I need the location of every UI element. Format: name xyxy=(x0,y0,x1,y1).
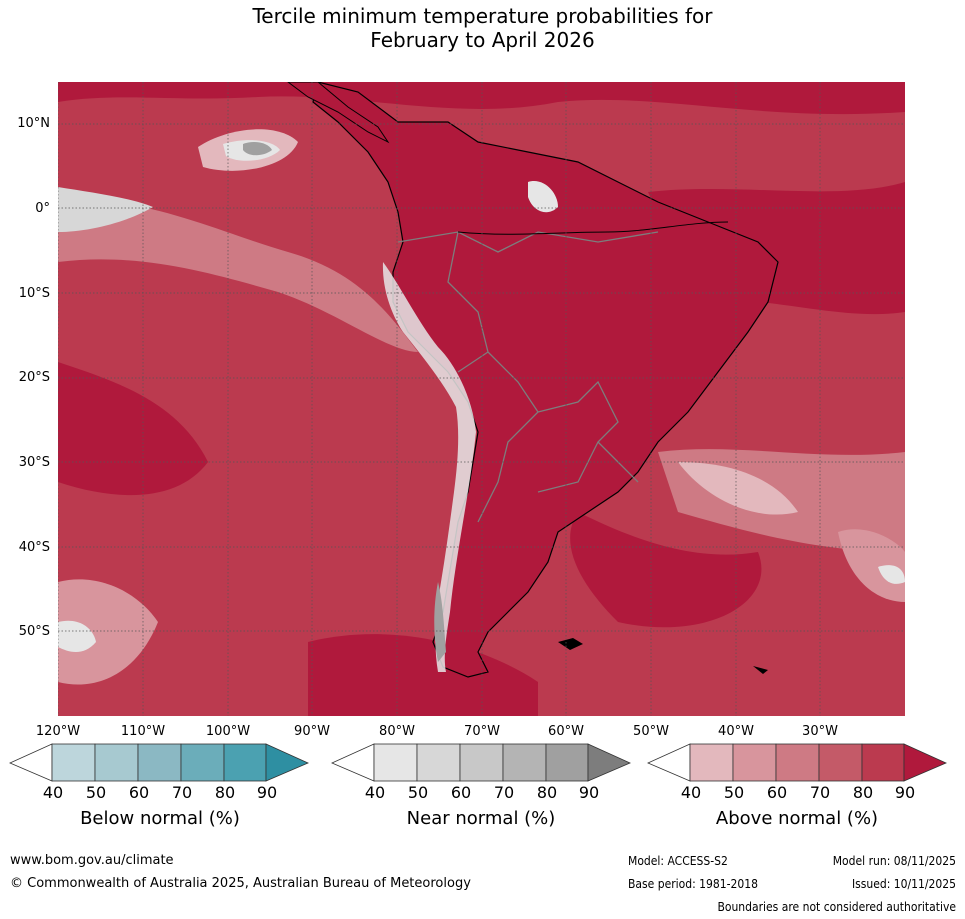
near-tick-60: 60 xyxy=(450,783,472,802)
map-title: Tercile minimum temperature probabilitie… xyxy=(0,4,965,52)
lon-label-110w: 110°W xyxy=(120,724,166,739)
near-segment-3 xyxy=(459,743,504,782)
lon-label-100w: 100°W xyxy=(205,724,251,739)
above-segment-6 xyxy=(903,743,947,782)
above-tick-40: 40 xyxy=(680,783,702,802)
near-segment-0 xyxy=(331,743,375,782)
model-run-date: Model run: 08/11/2025 xyxy=(832,854,956,868)
near-tick-70: 70 xyxy=(493,783,515,802)
high-prob-patch-southatlantic xyxy=(570,512,762,628)
near-tick-50: 50 xyxy=(407,783,429,802)
above-tick-80: 80 xyxy=(852,783,874,802)
above-segment-0 xyxy=(647,743,691,782)
below-tick-90: 90 xyxy=(256,783,278,802)
near-normal-core-north-pacific xyxy=(243,142,272,156)
moderate-prob-patch-se xyxy=(838,529,905,602)
high-prob-band-north xyxy=(58,82,905,115)
above-segment-5 xyxy=(861,743,905,782)
copyright-text: © Commonwealth of Australia 2025, Austra… xyxy=(10,876,471,891)
graticule xyxy=(58,82,905,716)
above-segment-4 xyxy=(818,743,863,782)
probability-map xyxy=(58,82,905,716)
map-svg xyxy=(58,82,905,716)
below-tick-50: 50 xyxy=(85,783,107,802)
model-name: Model: ACCESS-S2 xyxy=(628,854,728,868)
near-segment-1 xyxy=(373,743,418,782)
amazon-river xyxy=(457,221,729,235)
above-normal-title: Above normal (%) xyxy=(715,808,879,829)
lon-label-80w: 80°W xyxy=(379,724,415,739)
lat-label-0: 0° xyxy=(35,201,50,216)
lon-label-70w: 70°W xyxy=(464,724,500,739)
below-tick-40: 40 xyxy=(42,783,64,802)
above-tick-60: 60 xyxy=(766,783,788,802)
below-tick-80: 80 xyxy=(214,783,236,802)
boundaries-disclaimer: Boundaries are not considered authoritat… xyxy=(717,900,956,914)
below-segment-6 xyxy=(265,743,309,782)
falkland-islands xyxy=(558,638,583,650)
lon-label-40w: 40°W xyxy=(718,724,754,739)
below-segment-3 xyxy=(137,743,182,782)
near-normal-patch-eq-pacific xyxy=(58,187,153,232)
above-tick-90: 90 xyxy=(894,783,916,802)
issued-date: Issued: 10/11/2025 xyxy=(851,877,956,891)
moderate-prob-band-eastpacific xyxy=(58,200,418,352)
website-link[interactable]: www.bom.gov.au/climate xyxy=(10,853,174,868)
moderate-prob-patch-sw xyxy=(58,579,158,685)
below-segment-5 xyxy=(223,743,267,782)
title-line-1: Tercile minimum temperature probabilitie… xyxy=(252,4,713,28)
andes-near-normal-strip xyxy=(382,262,476,672)
below-tick-70: 70 xyxy=(171,783,193,802)
below-segment-1 xyxy=(51,743,96,782)
lat-label-10n: 10°N xyxy=(17,116,50,131)
below-tick-60: 60 xyxy=(128,783,150,802)
colorbar-above-normal xyxy=(647,743,947,782)
near-normal-patch-southwest xyxy=(58,620,96,652)
low-prob-patch-southatlantic xyxy=(678,462,798,515)
above-segment-1 xyxy=(689,743,734,782)
lat-label-50s: 50°S xyxy=(18,624,50,639)
near-segment-4 xyxy=(502,743,547,782)
near-normal-patch-southeast xyxy=(878,565,905,584)
below-segment-0 xyxy=(9,743,53,782)
above-segment-3 xyxy=(775,743,820,782)
above-tick-70: 70 xyxy=(809,783,831,802)
colorbar-below-normal xyxy=(9,743,309,782)
colorbar-near-normal xyxy=(331,743,631,782)
above-tick-50: 50 xyxy=(723,783,745,802)
below-segment-4 xyxy=(180,743,225,782)
near-tick-90: 90 xyxy=(578,783,600,802)
lon-label-60w: 60°W xyxy=(548,724,584,739)
near-normal-title: Near normal (%) xyxy=(406,808,556,829)
patagonia-near-normal-core xyxy=(434,582,446,662)
lat-label-20s: 20°S xyxy=(18,370,50,385)
below-segment-2 xyxy=(94,743,139,782)
country-borders xyxy=(397,231,659,523)
lon-label-90w: 90°W xyxy=(294,724,330,739)
south-georgia-island xyxy=(753,666,768,674)
lon-label-50w: 50°W xyxy=(633,724,669,739)
lat-label-40s: 40°S xyxy=(18,540,50,555)
near-segment-5 xyxy=(545,743,589,782)
lat-label-10s: 10°S xyxy=(18,286,50,301)
amazon-near-normal-patch xyxy=(528,181,558,213)
central-america-landmass xyxy=(287,82,390,144)
near-tick-40: 40 xyxy=(364,783,386,802)
lat-label-30s: 30°S xyxy=(18,455,50,470)
lon-label-120w: 120°W xyxy=(35,724,81,739)
near-segment-6 xyxy=(587,743,631,782)
near-tick-80: 80 xyxy=(536,783,558,802)
above-segment-2 xyxy=(732,743,777,782)
below-normal-title: Below normal (%) xyxy=(80,808,240,829)
high-prob-patch-south xyxy=(308,634,538,716)
title-line-2: February to April 2026 xyxy=(370,28,595,52)
near-segment-2 xyxy=(416,743,461,782)
base-period: Base period: 1981-2018 xyxy=(628,877,759,891)
lon-label-30w: 30°W xyxy=(802,724,838,739)
